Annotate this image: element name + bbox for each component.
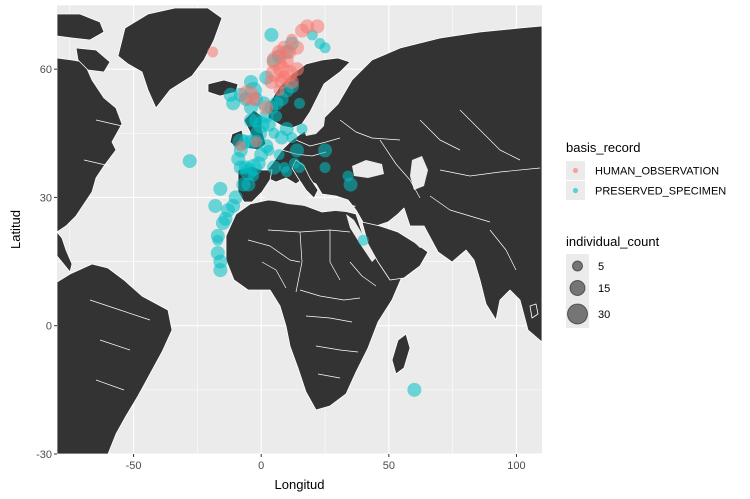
data-point-human-observation	[207, 46, 219, 58]
data-point-human-observation	[273, 85, 285, 97]
data-point-preserved-specimen	[273, 149, 285, 161]
legend-color: basis_record HUMAN_OBSERVATION PRESERVED…	[566, 140, 726, 200]
land-central-america	[57, 231, 73, 273]
data-point-preserved-specimen	[407, 382, 422, 397]
data-point-preserved-specimen	[213, 263, 228, 278]
legend-human-observation-label: HUMAN_OBSERVATION	[595, 166, 719, 178]
legend-size-5-marker	[572, 260, 583, 272]
water-persian-gulf	[408, 228, 428, 248]
x-tick-label: 100	[507, 460, 525, 472]
data-point-human-observation	[310, 19, 325, 34]
data-point-preserved-specimen	[266, 160, 281, 175]
y-tick-label: 30	[40, 192, 52, 204]
water-caspian-sea	[410, 156, 428, 190]
y-tick-label: 0	[46, 321, 52, 333]
country-borders	[83, 109, 541, 391]
legend-color-title: basis_record	[566, 140, 640, 155]
land-north-america	[57, 57, 123, 233]
data-point-preserved-specimen	[281, 166, 293, 178]
data-point-preserved-specimen	[244, 113, 258, 128]
legend-size-title: individual_count	[566, 234, 660, 249]
data-point-human-observation	[289, 62, 304, 77]
legend-size-15-label: 15	[598, 283, 610, 295]
land-madagascar	[391, 333, 411, 375]
data-point-preserved-specimen	[357, 234, 369, 246]
data-point-preserved-specimen	[264, 27, 279, 42]
data-point-preserved-specimen	[213, 181, 228, 196]
data-point-human-observation	[259, 100, 274, 115]
y-axis-title: Latitud	[8, 210, 23, 249]
data-points	[182, 19, 422, 397]
data-point-preserved-specimen	[271, 110, 283, 122]
data-point-preserved-specimen	[223, 87, 238, 102]
data-point-human-observation	[250, 136, 262, 148]
water-black-sea	[352, 160, 384, 178]
data-point-human-observation	[286, 33, 298, 45]
legend-size-30-marker	[567, 303, 588, 325]
water-mediterranean	[262, 190, 356, 212]
y-tick-label: 60	[40, 64, 52, 76]
x-tick-label: 0	[258, 460, 264, 472]
legend-size-30-label: 30	[598, 309, 610, 321]
land-baffin-island	[75, 47, 111, 73]
land-sri-lanka	[529, 303, 539, 319]
land-eurasia	[261, 25, 542, 343]
x-tick-label: 50	[383, 460, 395, 472]
data-point-human-observation	[246, 92, 261, 107]
water-baltic-sea	[304, 110, 326, 136]
data-point-preserved-specimen	[319, 42, 331, 54]
legend-preserved-specimen-marker	[572, 187, 579, 194]
data-point-human-observation	[235, 140, 247, 152]
land-arctic-islands	[57, 13, 105, 41]
data-point-preserved-specimen	[294, 97, 305, 109]
data-point-preserved-specimen	[318, 143, 333, 158]
data-point-preserved-specimen	[289, 143, 304, 158]
data-point-preserved-specimen	[182, 154, 197, 169]
data-point-preserved-specimen	[268, 127, 280, 139]
land-greenland	[117, 7, 223, 109]
y-tick-label: -30	[36, 449, 52, 461]
legend-human-observation-marker	[572, 167, 579, 174]
legend-preserved-specimen-label: PRESERVED_SPECIMEN	[595, 186, 726, 198]
data-point-preserved-specimen	[212, 234, 224, 246]
legend-size: individual_count 5 15 30	[566, 234, 660, 328]
x-tick-label: -50	[126, 460, 142, 472]
data-point-human-observation	[284, 74, 299, 89]
legend-size-5-label: 5	[598, 261, 604, 273]
data-point-human-observation	[264, 74, 279, 89]
data-point-human-observation	[300, 19, 315, 34]
land-south-america	[57, 263, 173, 454]
data-point-preserved-specimen	[342, 170, 354, 182]
x-axis-title: Longitud	[275, 477, 325, 492]
legend-size-15-marker	[569, 280, 586, 296]
data-point-preserved-specimen	[296, 123, 308, 135]
world-map	[57, 7, 542, 454]
data-point-preserved-specimen	[208, 198, 223, 213]
x-axis: -50 0 50 100	[126, 454, 526, 472]
data-point-preserved-specimen	[248, 170, 260, 182]
data-point-preserved-specimen	[288, 157, 300, 169]
y-axis: -30 0 30 60	[36, 64, 57, 461]
data-point-preserved-specimen	[319, 161, 331, 173]
data-point-preserved-specimen	[215, 216, 230, 231]
